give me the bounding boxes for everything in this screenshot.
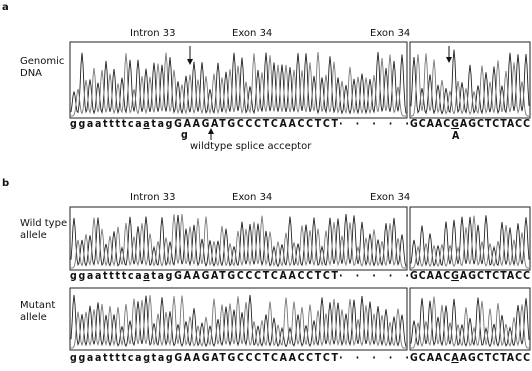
sequence-right: GCAACAAGCTCTACC (410, 352, 530, 364)
sequence-right: GCAACGAGCTCTACC (410, 270, 530, 282)
dots: ····· (339, 352, 409, 364)
seq-mutation: G (451, 118, 459, 130)
region-header: Exon 34 (370, 28, 410, 39)
annotation: wildtype splice acceptor (190, 141, 312, 152)
row-label: DNA (20, 68, 42, 79)
region-header: Intron 33 (130, 28, 175, 39)
seq-part: tagGAAGATGCCCTCAACCTCT (152, 352, 339, 364)
panel-label: b (2, 178, 9, 189)
seq-part: tagGAAGATGCCCTCAACCTCT (151, 118, 338, 130)
trace-box (410, 207, 530, 270)
region-header: Exon 34 (232, 28, 272, 39)
seq-mutation: G (451, 270, 459, 282)
seq-mutation: A (451, 352, 459, 364)
variant: A (452, 130, 460, 142)
seq-part: ggaattttca (70, 270, 142, 282)
seq-part: AGCTCTACC (460, 270, 530, 282)
row-label: Wild type (20, 218, 67, 229)
region-header: Exon 34 (232, 192, 272, 203)
sequence-right: GCAACGAGCTCTACC (410, 118, 530, 130)
seq-part: AGCTCTACC (460, 118, 530, 130)
seq-part: tagGAAGATGCCCTCAACCTCT (151, 270, 338, 282)
seq-part: ggaattttca (70, 352, 142, 364)
row-label: Mutant (20, 300, 55, 311)
seq-part: GCAAC (410, 118, 450, 130)
seq-part: GCAAC (410, 270, 450, 282)
row-label: Genomic (20, 56, 64, 67)
figure: a Intron 33 Exon 34 Exon 34 GenomicDNA ggaatt… (0, 0, 532, 371)
seq-mutation: a (143, 118, 149, 130)
seq-part: GCAAC (410, 352, 450, 364)
seq-mutation: g (143, 352, 150, 364)
dots: ····· (339, 270, 409, 282)
seq-part: ggaattttca (70, 118, 142, 130)
region-header: Intron 33 (130, 192, 175, 203)
seq-mutation: a (143, 270, 149, 282)
row-label: allele (20, 312, 47, 323)
dots: ····· (339, 118, 409, 130)
region-header: Exon 34 (370, 192, 410, 203)
panel-label: a (2, 2, 9, 13)
seq-part: AGCTCTACC (460, 352, 530, 364)
variant: g (181, 129, 188, 141)
row-label: allele (20, 230, 47, 241)
